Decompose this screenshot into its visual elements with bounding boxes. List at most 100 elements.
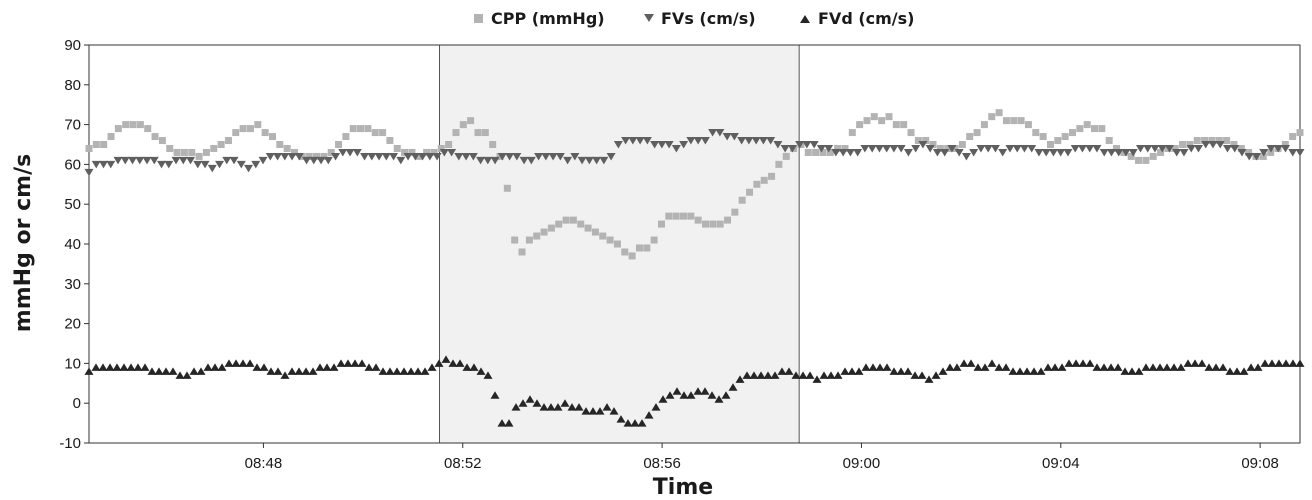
data-point [581, 407, 591, 415]
data-point [203, 363, 213, 371]
data-point [133, 363, 143, 371]
data-point [1218, 363, 1228, 371]
data-point [261, 129, 269, 137]
series-layer [84, 109, 1305, 427]
data-point [650, 236, 658, 244]
data-point [1113, 144, 1121, 152]
data-point [628, 252, 636, 260]
data-point [929, 141, 937, 148]
data-point [188, 148, 196, 156]
data-point [791, 371, 801, 379]
data-point [112, 363, 122, 371]
data-point [420, 367, 430, 375]
data-point [1176, 363, 1186, 371]
data-point [980, 363, 990, 371]
data-point [119, 363, 129, 371]
data-point [1029, 367, 1039, 375]
data-point [918, 141, 928, 149]
data-point [889, 367, 899, 375]
data-point [637, 419, 647, 427]
data-point [885, 113, 893, 121]
data-point [280, 371, 290, 379]
data-point [840, 367, 850, 375]
data-point [643, 244, 651, 252]
data-point [345, 148, 355, 157]
data-point [343, 359, 353, 367]
data-point [413, 367, 423, 375]
data-point [584, 224, 592, 232]
data-point [301, 367, 311, 375]
data-point [1239, 367, 1249, 375]
data-point [892, 121, 900, 129]
x-tick-label: 08:48 [245, 455, 283, 472]
data-point [819, 148, 827, 156]
data-point [983, 144, 993, 153]
data-point [613, 240, 621, 248]
data-point [283, 144, 291, 152]
data-point [1032, 129, 1040, 137]
data-point [831, 148, 841, 157]
series-0 [85, 109, 1304, 260]
data-point [945, 363, 955, 371]
data-point [686, 137, 696, 145]
data-point [1281, 141, 1289, 148]
data-point [1034, 148, 1044, 157]
data-point [715, 129, 725, 137]
data-point [671, 144, 681, 153]
data-point [947, 144, 957, 153]
data-point [91, 160, 101, 169]
data-point [546, 403, 556, 411]
data-point [700, 137, 710, 145]
data-point [613, 141, 623, 149]
data-point [802, 141, 812, 149]
data-point [403, 152, 413, 161]
data-point [602, 403, 612, 411]
data-point [591, 228, 599, 236]
data-point [164, 160, 174, 169]
data-point [966, 133, 974, 141]
data-point [875, 363, 885, 371]
series-1 [84, 129, 1305, 177]
data-point [505, 152, 515, 161]
data-point [415, 152, 423, 160]
data-point [724, 216, 732, 224]
data-point [1155, 363, 1165, 371]
data-point [298, 152, 306, 160]
data-point [1105, 137, 1113, 145]
data-point [1237, 144, 1245, 152]
data-point [217, 363, 227, 371]
data-point [251, 160, 261, 169]
data-point [998, 148, 1008, 157]
data-point [100, 141, 108, 148]
data-point [665, 212, 673, 220]
data-point [105, 363, 115, 371]
data-point [644, 411, 654, 419]
data-point [980, 121, 988, 129]
data-point [1046, 141, 1054, 148]
data-point [476, 367, 486, 375]
data-point [693, 137, 703, 145]
data-point [714, 395, 724, 403]
data-point [621, 248, 629, 256]
data-point [374, 152, 384, 161]
data-point [518, 399, 528, 407]
data-point [168, 367, 178, 375]
data-point [107, 133, 115, 141]
data-point [722, 133, 732, 141]
legend-marker-fvs [644, 14, 654, 22]
data-point [490, 391, 500, 399]
data-point [1012, 144, 1022, 153]
data-point [518, 248, 526, 256]
data-point [336, 359, 346, 367]
data-point [606, 236, 614, 244]
data-point [315, 363, 325, 371]
data-point [1197, 359, 1207, 367]
data-point [708, 129, 718, 137]
data-point [567, 403, 577, 411]
data-point [441, 355, 451, 363]
y-tick-label: 20 [64, 316, 81, 333]
data-point [834, 144, 842, 152]
data-point [378, 367, 388, 375]
data-point [907, 129, 915, 137]
data-point [287, 152, 297, 161]
